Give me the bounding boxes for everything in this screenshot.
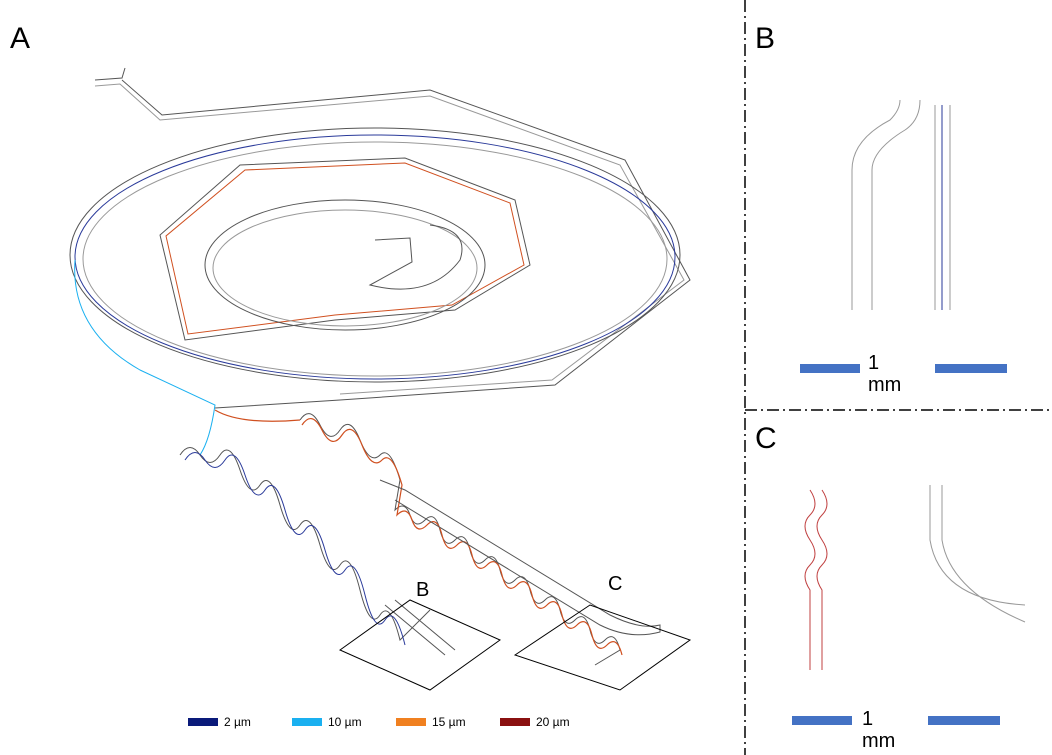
legend-label: 2 µm: [224, 715, 251, 729]
legend-label: 15 µm: [432, 715, 466, 729]
legend-swatch: [500, 718, 530, 726]
legend-swatch: [292, 718, 322, 726]
scale-bar-label: 1 mm: [868, 352, 908, 396]
legend-label: 10 µm: [328, 715, 362, 729]
figure: A B C B C 2 µm10 µm15 µm2: [0, 0, 1052, 755]
panel-c-drawing: [805, 485, 1025, 670]
legend: 2 µm 10 µm 15 µm 20 µm: [188, 715, 570, 729]
legend-label: 20 µm: [536, 715, 570, 729]
legend-swatch: [396, 718, 426, 726]
panel-label: B: [755, 22, 775, 55]
legend-swatch: [188, 718, 218, 726]
scale-bar-label: 1 mm: [862, 708, 902, 752]
panel-label: A: [10, 22, 30, 55]
inset-boxes: [340, 600, 690, 690]
panel-b-drawing: [852, 100, 950, 310]
inset-label: B: [416, 579, 429, 601]
panel-label: C: [755, 422, 777, 455]
inset-label: C: [608, 573, 622, 595]
device-channels: [70, 68, 690, 665]
